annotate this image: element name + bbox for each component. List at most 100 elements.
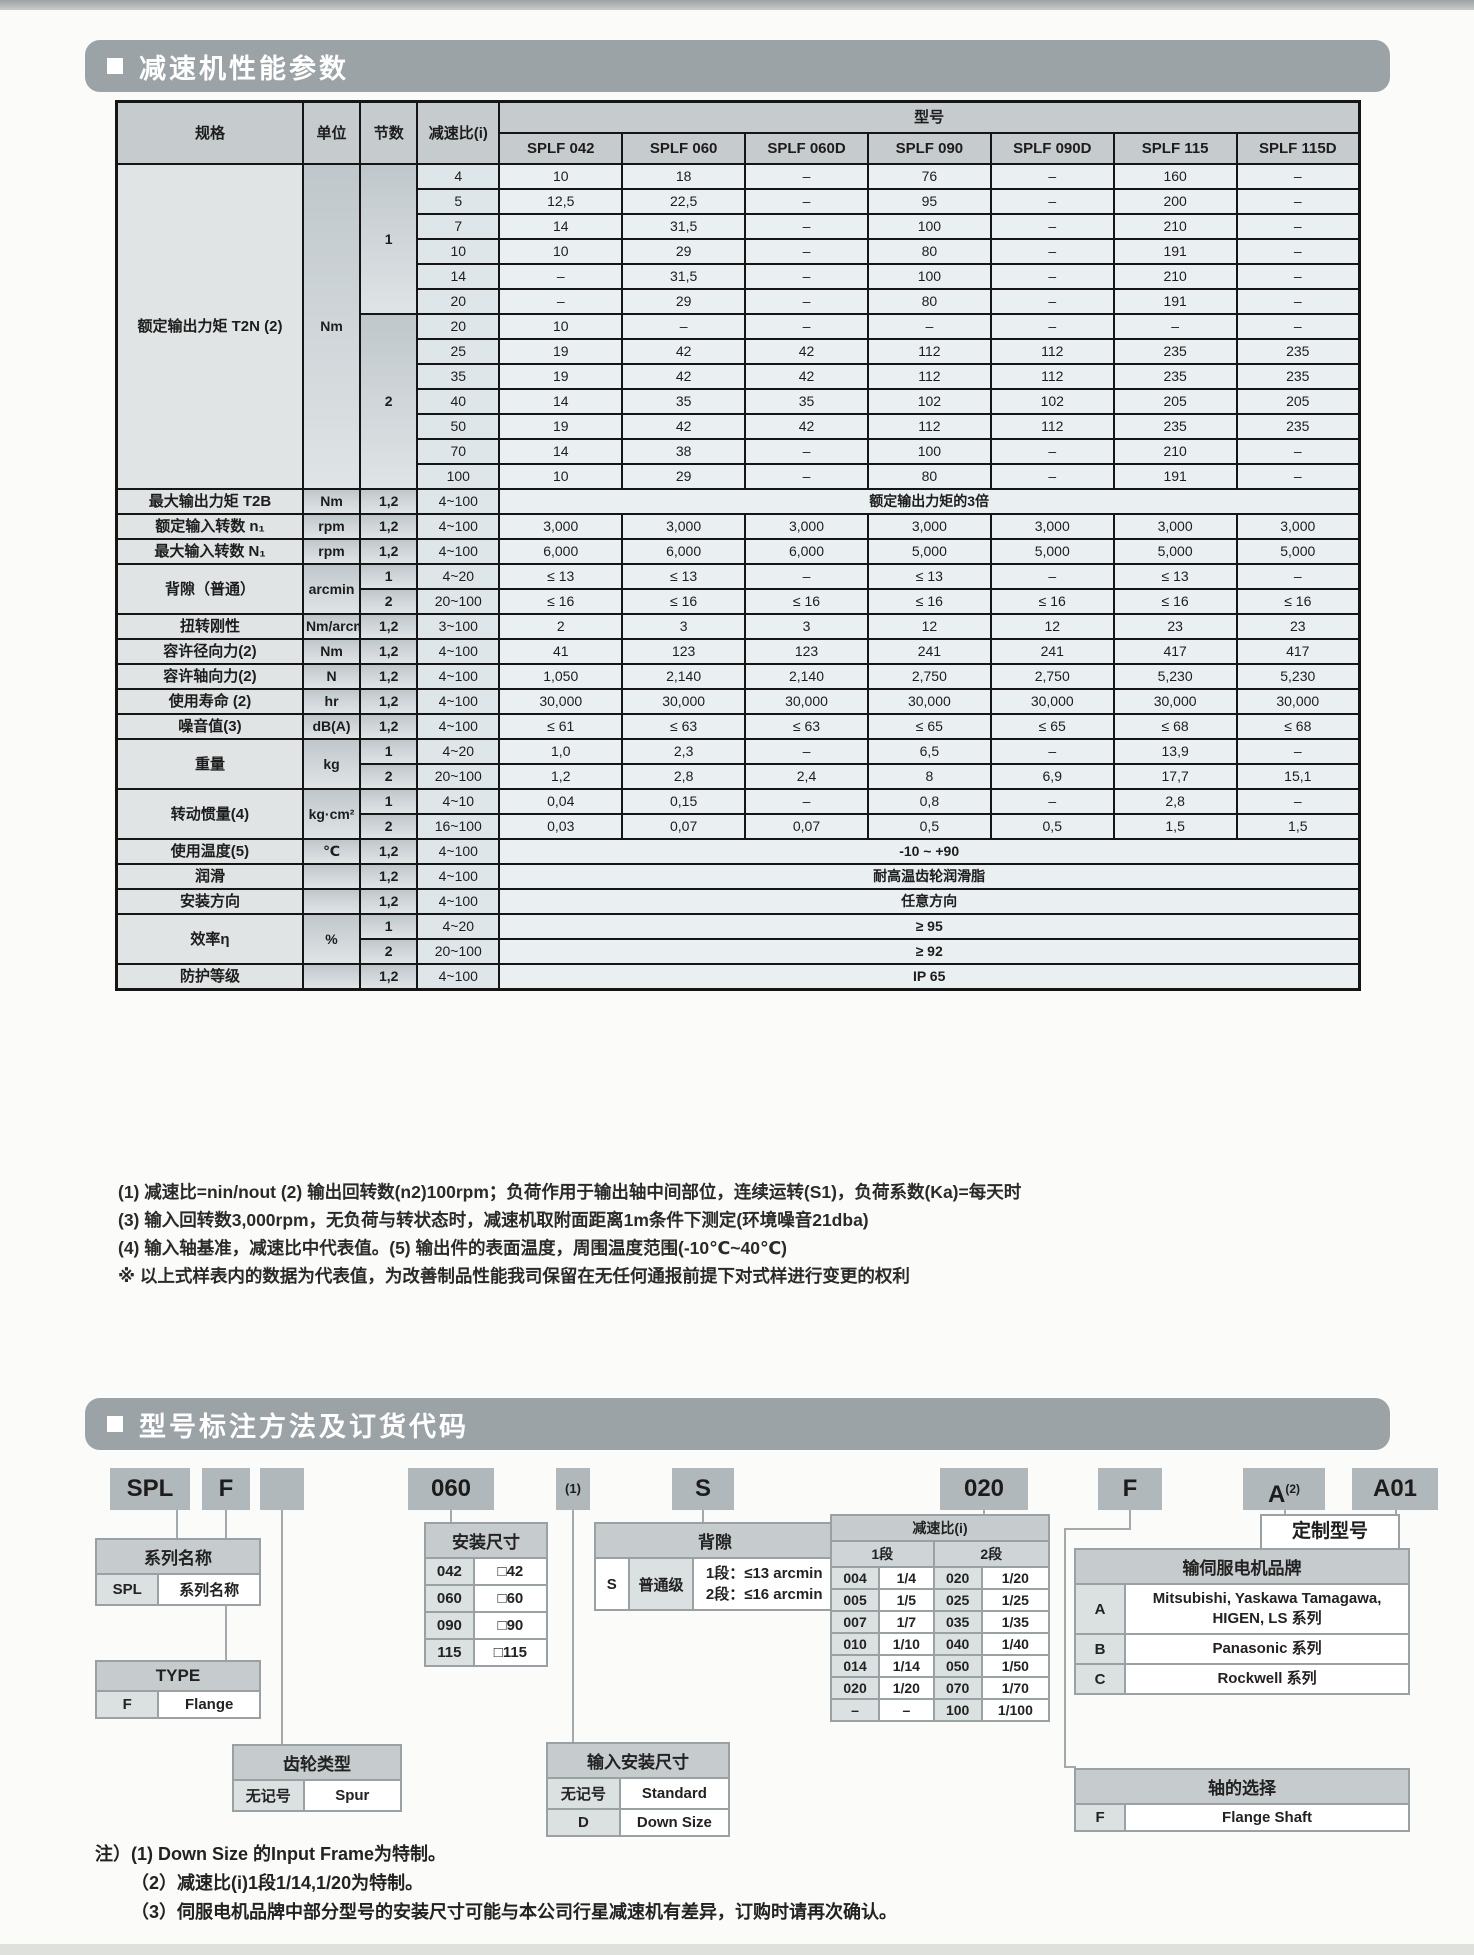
- pt-value-cell: 1,0: [498, 738, 624, 765]
- pt-value-cell: 191: [1112, 288, 1238, 315]
- table-row: 额定输出力矩 T2N (2) Nm 1 4 10 18–76–160–: [115, 163, 1361, 490]
- pt-value-cell: 80: [866, 288, 992, 315]
- pt-ratio-cell: 4~100: [416, 888, 501, 915]
- input-mount-row: 无记号 Standard: [546, 1777, 731, 1810]
- pt-value-cell: 5,230: [1112, 663, 1238, 690]
- pt-value-cell: –: [621, 313, 747, 340]
- pt-unit-cell: [301, 888, 362, 915]
- ratio-frac2: 1/70: [980, 1676, 1051, 1700]
- pt-header-model: SPLF 090D: [989, 132, 1115, 165]
- pt-ratio-cell: 20~100: [416, 588, 501, 615]
- brand-row-desc: Mitsubishi, Yaskawa Tamagawa, HIGEN, LS …: [1124, 1583, 1410, 1635]
- pt-spec-cell: 容许径向力(2): [115, 638, 304, 665]
- pt-value-cell: 18: [621, 163, 747, 190]
- pt-header-stages: 节数: [359, 100, 419, 165]
- input-mount-row-desc: Standard: [618, 1777, 731, 1810]
- pt-value-cell: 205: [1112, 388, 1238, 415]
- pt-value-cell: 235: [1235, 363, 1361, 390]
- pt-ratio-cell: 10: [416, 238, 501, 265]
- ratio-row: – –100 1/100: [829, 1698, 1051, 1722]
- pt-value-cell: 0,07: [621, 813, 747, 840]
- pt-value-cell: ≤ 61: [498, 713, 624, 740]
- pt-value-cell: ≤ 16: [866, 588, 992, 615]
- ratio-frac1: 1/20: [878, 1676, 935, 1700]
- pt-unit-cell: dB(A): [301, 713, 362, 740]
- square-bullet-icon: [107, 58, 123, 74]
- table-row: 使用温度(5) ℃ 1,2 4~100 -10 ~ +90: [115, 838, 1361, 865]
- pt-stage-cell: 1,2: [359, 513, 419, 540]
- pt-value-cell: 112: [866, 413, 992, 440]
- pt-value-cell: 1,050: [498, 663, 624, 690]
- pt-value-cell: 2,8: [621, 763, 747, 790]
- pt-value-cell: 210: [1112, 213, 1238, 240]
- pt-ratio-cell: 25: [416, 338, 501, 365]
- pt-value-cell: 123: [744, 638, 869, 665]
- pt-value-cell: 15,1: [1235, 763, 1361, 790]
- pt-value-cell: 210: [1112, 438, 1238, 465]
- note-line: (1) 减速比=nin/nout (2) 输出回转数(n2)100rpm；负荷作…: [118, 1182, 1022, 1202]
- pt-value-cell: 5,000: [989, 538, 1115, 565]
- pt-span-cell: IP 65: [498, 963, 1361, 991]
- ratio-col2-header: 2段: [932, 1540, 1051, 1568]
- pt-value-cell: 30,000: [1112, 688, 1238, 715]
- table-row: 40 14 35 35 102 102 205 205: [117, 388, 1361, 415]
- pt-unit-cell: rpm: [301, 538, 362, 565]
- pt-ratio-cell: 3~100: [416, 613, 501, 640]
- pt-value-cell: ≤ 16: [1112, 588, 1238, 615]
- pt-value-cell: 3: [744, 613, 869, 640]
- pt-value-cell: 0,03: [498, 813, 624, 840]
- pt-ratio-cell: 35: [416, 363, 501, 390]
- table-row: 2 20~100 1,2 2,8 2,4 8 6,9 17,7 15,1: [117, 763, 1361, 790]
- pt-value-cell: 5,230: [1235, 663, 1361, 690]
- pt-value-cell: 31,5: [621, 263, 747, 290]
- code-box-series: SPL: [110, 1468, 190, 1510]
- pt-value-cell: 3,000: [1235, 513, 1361, 540]
- pt-unit-cell: ℃: [301, 838, 362, 865]
- table-row: 2 20~100 ≤ 16 ≤ 16 ≤ 16 ≤ 16 ≤ 16 ≤ 16 ≤ 16: [117, 588, 1361, 615]
- pt-value-cell: –: [744, 188, 869, 215]
- pt-value-cell: 0,5: [989, 813, 1115, 840]
- code-box-backlash: S: [672, 1468, 734, 1510]
- pt-value-cell: 22,5: [621, 188, 747, 215]
- pt-value-cell: 76: [866, 163, 992, 190]
- connector-line: [1064, 1528, 1066, 1768]
- pt-ratio-cell: 100: [416, 463, 501, 490]
- input-mount-row-desc: Down Size: [618, 1808, 731, 1837]
- pt-value-cell: –: [744, 238, 869, 265]
- pt-value-cell: 29: [621, 238, 747, 265]
- pt-spec-cell: 使用温度(5): [115, 838, 304, 865]
- pt-spec-cell: 容许轴向力(2): [115, 663, 304, 690]
- pt-value-cell: 2,4: [744, 763, 869, 790]
- pt-ratio-cell: 20: [416, 288, 501, 315]
- pt-value-cell: 42: [744, 338, 869, 365]
- pt-header-model-group: 型号: [498, 100, 1361, 134]
- pt-value-cell: ≤ 13: [498, 563, 624, 590]
- ratio-code1: –: [829, 1698, 881, 1722]
- pt-value-cell: 100: [866, 438, 992, 465]
- pt-value-cell: 417: [1235, 638, 1361, 665]
- ratio-frac2: 1/40: [980, 1632, 1051, 1656]
- ratio-code2: 040: [932, 1632, 983, 1656]
- pt-unit-cell: Nm: [301, 488, 362, 515]
- code-box-brand: A(2): [1243, 1468, 1325, 1510]
- note-line: (4) 输入轴基准，减速比中代表值。(5) 输出件的表面温度，周围温度范围(-1…: [118, 1238, 788, 1258]
- pt-ratio-cell: 20~100: [416, 763, 501, 790]
- ratio-code1: 010: [829, 1632, 881, 1656]
- brand-row-code: C: [1073, 1663, 1127, 1695]
- series-code: SPL: [94, 1573, 160, 1606]
- note-line: ※ 以上式样表内的数据为代表值，为改善制品性能我司保留在无任何通报前提下对式样进…: [118, 1266, 910, 1286]
- ratio-frac2: 1/20: [980, 1566, 1051, 1590]
- ratio-code1: 020: [829, 1676, 881, 1700]
- pt-spec-cell: 润滑: [115, 863, 304, 890]
- pt-value-cell: –: [498, 288, 624, 315]
- pt-span-cell: 任意方向: [498, 888, 1361, 915]
- pt-ratio-cell: 4~100: [416, 488, 501, 515]
- type-table: TYPE F Flange: [94, 1660, 261, 1719]
- pt-value-cell: –: [989, 788, 1115, 815]
- gear-desc: Spur: [302, 1779, 403, 1812]
- pt-value-cell: 6,5: [866, 738, 992, 765]
- pt-value-cell: –: [744, 738, 869, 765]
- series-header: 系列名称: [95, 1538, 261, 1575]
- pt-ratio-cell: 4: [416, 163, 501, 190]
- pt-value-cell: 10: [498, 163, 624, 190]
